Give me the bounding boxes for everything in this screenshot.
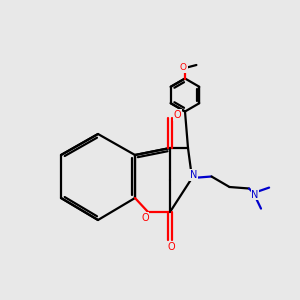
Text: O: O: [174, 110, 181, 120]
Text: O: O: [180, 63, 187, 72]
Text: N: N: [190, 170, 197, 180]
Text: O: O: [168, 242, 175, 253]
Text: O: O: [141, 213, 149, 223]
Text: N: N: [251, 190, 259, 200]
